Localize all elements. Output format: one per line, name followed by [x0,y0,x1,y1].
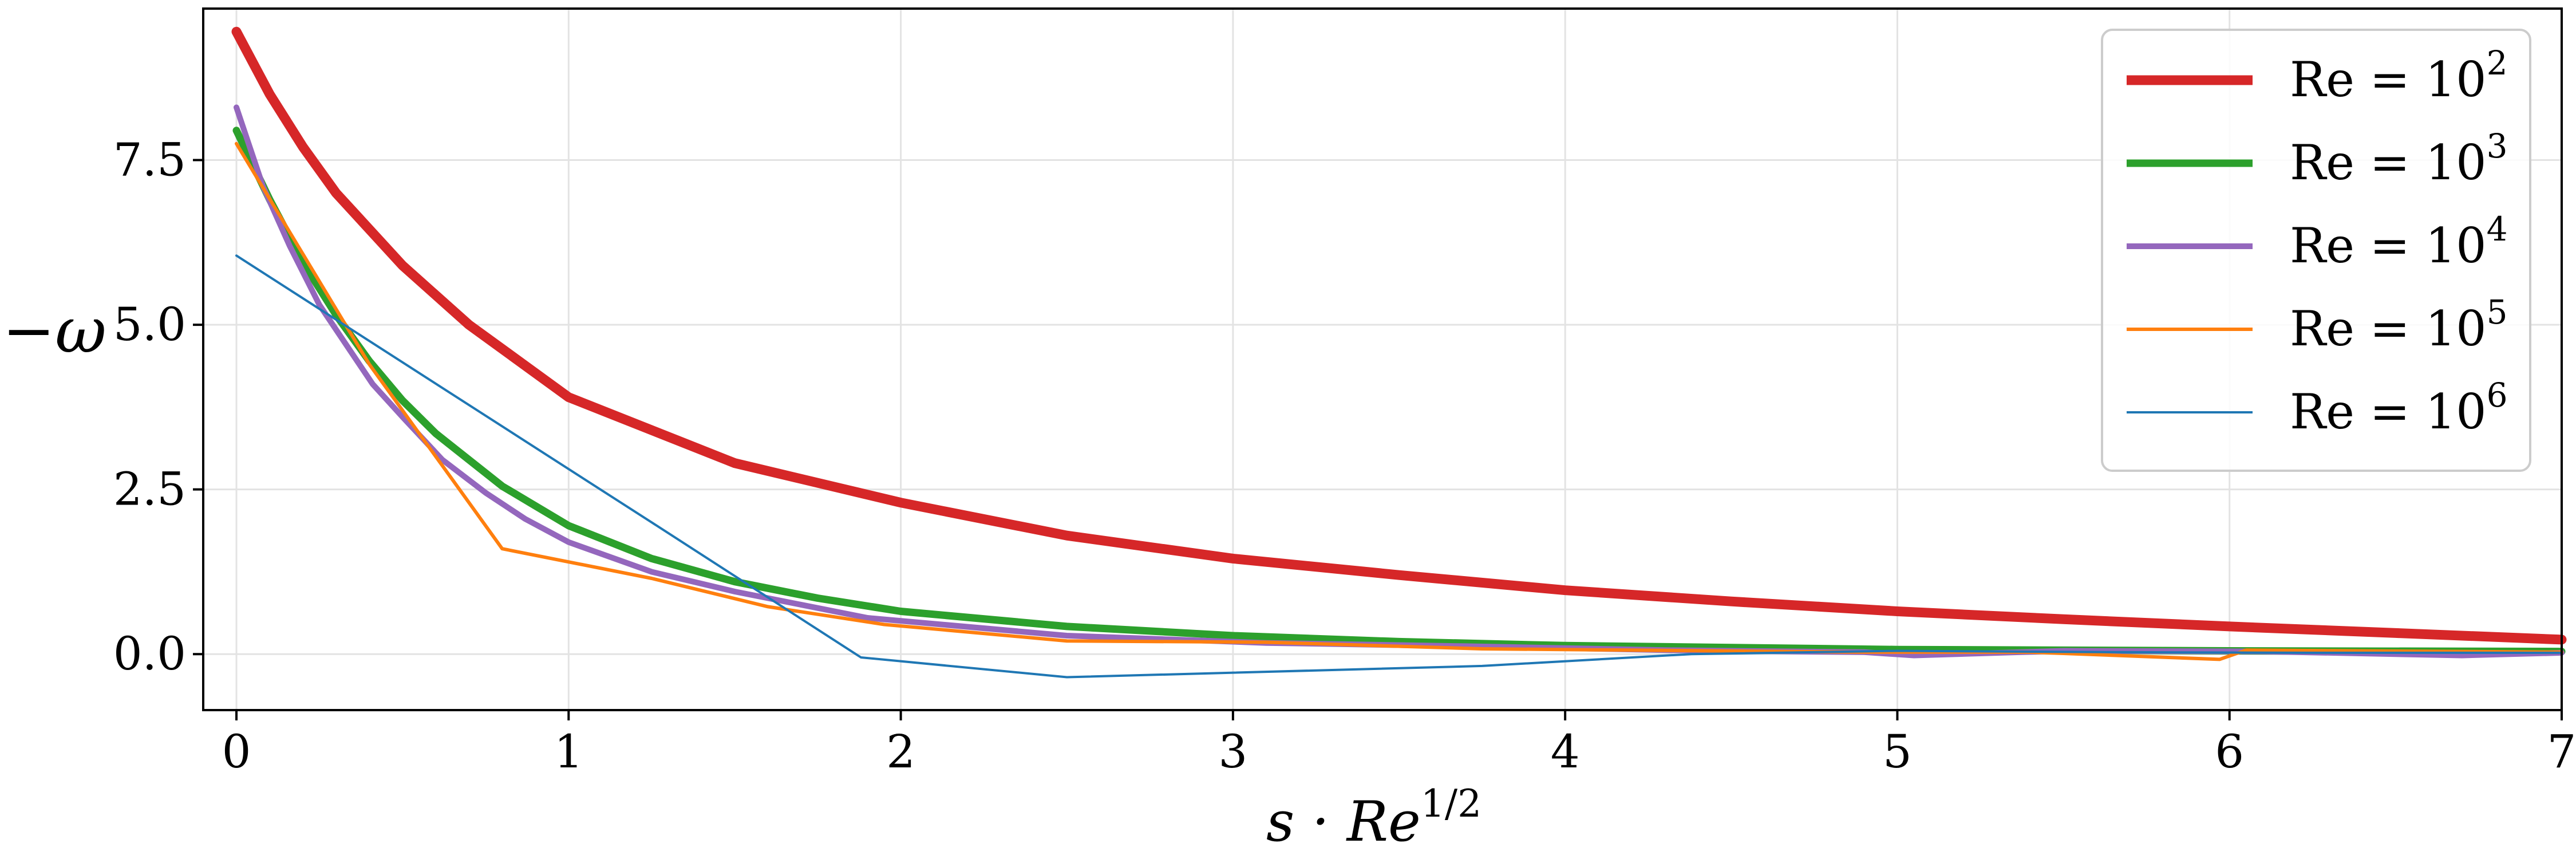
legend-label-4: Re = 105 [2290,293,2508,357]
y-tick-label: 7.5 [113,133,186,187]
x-tick-label: 5 [1883,725,1912,778]
x-axis-label-superscript: 1/2 [1421,782,1481,826]
y-tick-label: 5.0 [113,298,186,351]
legend-label-base: Re = 10 [2290,135,2487,191]
legend-label-superscript: 2 [2487,44,2508,82]
x-axis-label-text: s · Re [1266,790,1421,854]
series-line-4 [235,141,2563,661]
x-axis-label: s · Re1/2 [1266,782,1481,854]
x-tick-label: 3 [1218,725,1247,778]
series-line-1 [231,26,2567,645]
plot-frame [202,7,2563,711]
legend-label-superscript: 4 [2487,210,2508,249]
legend-label-base: Re = 10 [2290,52,2487,108]
y-tick-label: 0.0 [113,627,186,680]
series-line-3 [234,104,2565,659]
legend-label-base: Re = 10 [2290,218,2487,274]
legend-label-1: Re = 102 [2290,44,2508,108]
legend-label-3: Re = 104 [2290,210,2508,274]
x-tick-label: 6 [2215,725,2244,778]
legend-label-base: Re = 10 [2290,384,2487,440]
y-axis-label: −ω [2,294,106,367]
x-tick-label: 4 [1551,725,1580,778]
legend-label-superscript: 6 [2487,376,2508,415]
x-tick-label: 2 [886,725,915,778]
x-tick-label: 7 [2547,725,2576,778]
series-lines [231,26,2567,679]
legend-label-superscript: 5 [2487,293,2508,332]
x-tick-label: 1 [554,725,583,778]
legend-label-base: Re = 10 [2290,301,2487,357]
legend-label-superscript: 3 [2487,127,2508,166]
legend-label-5: Re = 106 [2290,376,2508,440]
y-tick-label: 2.5 [113,463,186,516]
axis-ticks: 0 1 2 3 4 5 6 7 0.0 2.5 5.0 7.5 [113,133,2576,778]
series-line-5 [235,254,2563,679]
legend-label-2: Re = 103 [2290,127,2508,191]
x-tick-label: 0 [222,725,251,778]
legend-box [2101,29,2531,472]
